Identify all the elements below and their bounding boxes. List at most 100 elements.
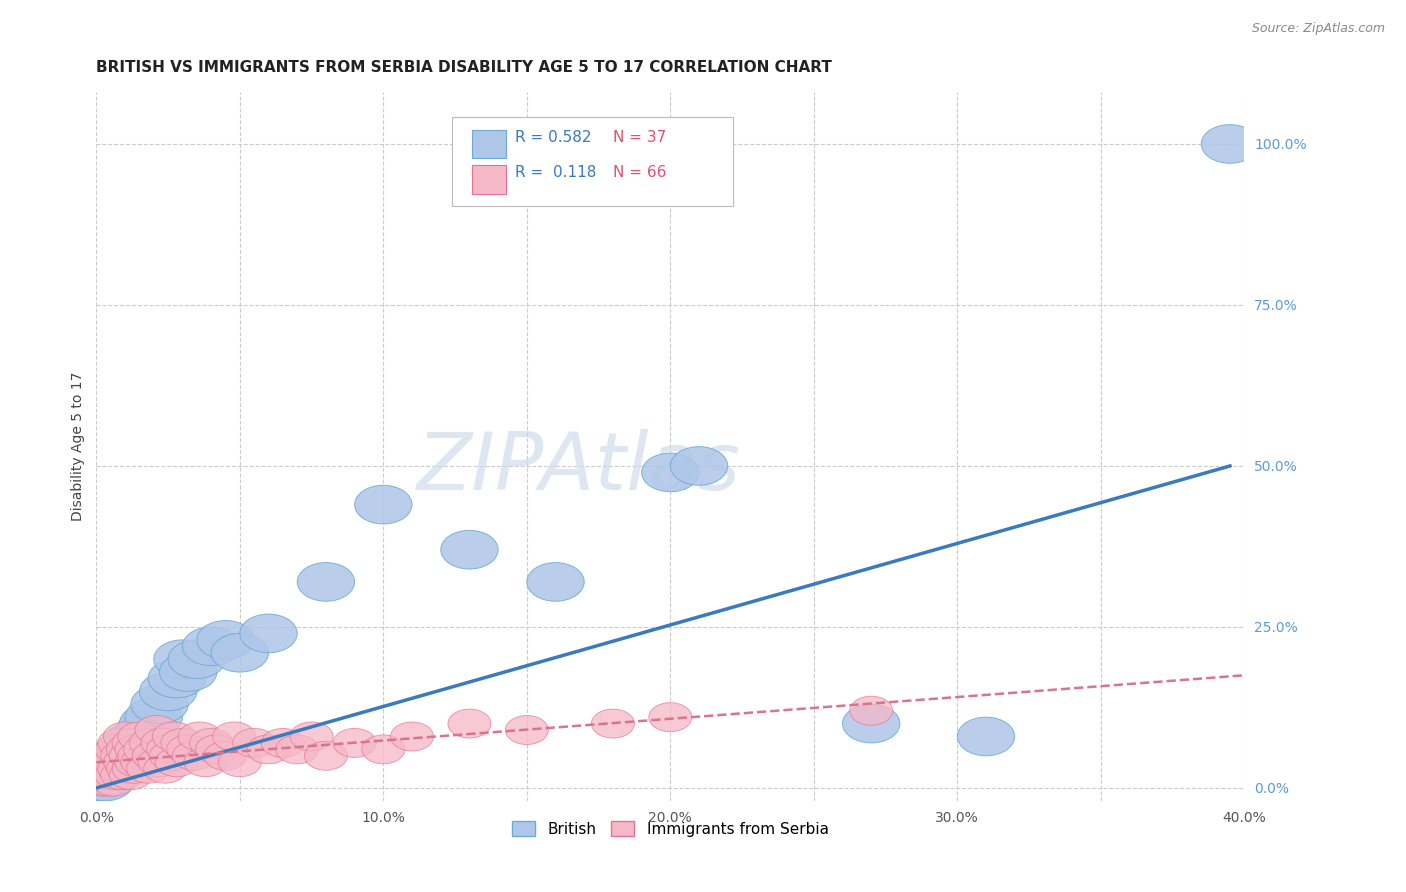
- Ellipse shape: [135, 715, 179, 745]
- Ellipse shape: [90, 737, 148, 775]
- Text: R = 0.582: R = 0.582: [516, 130, 592, 145]
- FancyBboxPatch shape: [472, 130, 506, 158]
- Ellipse shape: [120, 705, 177, 743]
- Ellipse shape: [83, 761, 127, 789]
- Text: BRITISH VS IMMIGRANTS FROM SERBIA DISABILITY AGE 5 TO 17 CORRELATION CHART: BRITISH VS IMMIGRANTS FROM SERBIA DISABI…: [97, 60, 832, 75]
- Ellipse shape: [152, 722, 195, 751]
- Ellipse shape: [87, 749, 145, 788]
- Ellipse shape: [77, 761, 121, 789]
- Ellipse shape: [115, 735, 157, 764]
- Ellipse shape: [190, 729, 232, 757]
- Ellipse shape: [160, 729, 204, 757]
- Ellipse shape: [110, 761, 152, 789]
- Ellipse shape: [262, 729, 305, 757]
- Ellipse shape: [70, 763, 128, 801]
- Ellipse shape: [76, 763, 134, 801]
- Ellipse shape: [114, 723, 172, 763]
- Ellipse shape: [132, 741, 176, 771]
- Ellipse shape: [391, 722, 433, 751]
- Ellipse shape: [212, 722, 256, 751]
- Ellipse shape: [290, 722, 333, 751]
- Text: N = 37: N = 37: [613, 130, 666, 145]
- Ellipse shape: [110, 741, 152, 771]
- Ellipse shape: [297, 563, 354, 601]
- Ellipse shape: [115, 747, 157, 777]
- Ellipse shape: [79, 749, 136, 788]
- Ellipse shape: [121, 747, 163, 777]
- Ellipse shape: [195, 735, 239, 764]
- Ellipse shape: [1201, 125, 1258, 163]
- Ellipse shape: [112, 755, 155, 783]
- Ellipse shape: [240, 614, 297, 653]
- Ellipse shape: [96, 761, 138, 789]
- Ellipse shape: [141, 729, 184, 757]
- Ellipse shape: [505, 715, 548, 745]
- Ellipse shape: [957, 717, 1015, 756]
- Ellipse shape: [104, 747, 146, 777]
- Ellipse shape: [98, 755, 141, 783]
- Ellipse shape: [197, 621, 254, 659]
- Ellipse shape: [179, 722, 221, 751]
- Ellipse shape: [169, 640, 225, 679]
- Y-axis label: Disability Age 5 to 17: Disability Age 5 to 17: [72, 372, 86, 521]
- Ellipse shape: [440, 531, 498, 569]
- Ellipse shape: [232, 729, 276, 757]
- Ellipse shape: [101, 741, 143, 771]
- Ellipse shape: [173, 741, 215, 771]
- Ellipse shape: [139, 672, 197, 711]
- Ellipse shape: [73, 756, 131, 795]
- Ellipse shape: [204, 741, 247, 771]
- Ellipse shape: [361, 735, 405, 764]
- Ellipse shape: [143, 755, 187, 783]
- Ellipse shape: [86, 767, 129, 796]
- Ellipse shape: [80, 767, 124, 796]
- Ellipse shape: [118, 741, 160, 771]
- Ellipse shape: [218, 747, 262, 777]
- Text: R =  0.118: R = 0.118: [516, 165, 596, 180]
- Text: Source: ZipAtlas.com: Source: ZipAtlas.com: [1251, 22, 1385, 36]
- Ellipse shape: [849, 697, 893, 725]
- Ellipse shape: [86, 755, 129, 783]
- FancyBboxPatch shape: [472, 165, 506, 194]
- Ellipse shape: [118, 722, 160, 751]
- Ellipse shape: [84, 743, 142, 781]
- Ellipse shape: [153, 640, 211, 679]
- Ellipse shape: [149, 741, 193, 771]
- Ellipse shape: [107, 735, 149, 764]
- Ellipse shape: [107, 755, 149, 783]
- Ellipse shape: [159, 653, 217, 691]
- Ellipse shape: [103, 723, 159, 763]
- Ellipse shape: [105, 730, 162, 769]
- Ellipse shape: [354, 485, 412, 524]
- Ellipse shape: [449, 709, 491, 738]
- Ellipse shape: [183, 627, 240, 665]
- Ellipse shape: [641, 453, 699, 491]
- Ellipse shape: [184, 747, 226, 777]
- Ellipse shape: [91, 767, 135, 796]
- Ellipse shape: [80, 755, 124, 783]
- Ellipse shape: [83, 747, 127, 777]
- Ellipse shape: [247, 735, 290, 764]
- Ellipse shape: [167, 735, 209, 764]
- Ellipse shape: [127, 755, 170, 783]
- Ellipse shape: [333, 729, 377, 757]
- Ellipse shape: [117, 711, 174, 749]
- Ellipse shape: [125, 698, 183, 737]
- Ellipse shape: [648, 703, 692, 731]
- Ellipse shape: [129, 729, 173, 757]
- Ellipse shape: [211, 633, 269, 672]
- Ellipse shape: [305, 741, 347, 771]
- Ellipse shape: [276, 735, 319, 764]
- Ellipse shape: [89, 741, 132, 771]
- Ellipse shape: [138, 747, 181, 777]
- Ellipse shape: [671, 447, 728, 485]
- Ellipse shape: [842, 705, 900, 743]
- Ellipse shape: [592, 709, 634, 738]
- Ellipse shape: [527, 563, 585, 601]
- Ellipse shape: [93, 743, 150, 781]
- Ellipse shape: [89, 761, 132, 789]
- Ellipse shape: [82, 756, 139, 795]
- Ellipse shape: [100, 737, 156, 775]
- Ellipse shape: [98, 729, 141, 757]
- Ellipse shape: [111, 717, 169, 756]
